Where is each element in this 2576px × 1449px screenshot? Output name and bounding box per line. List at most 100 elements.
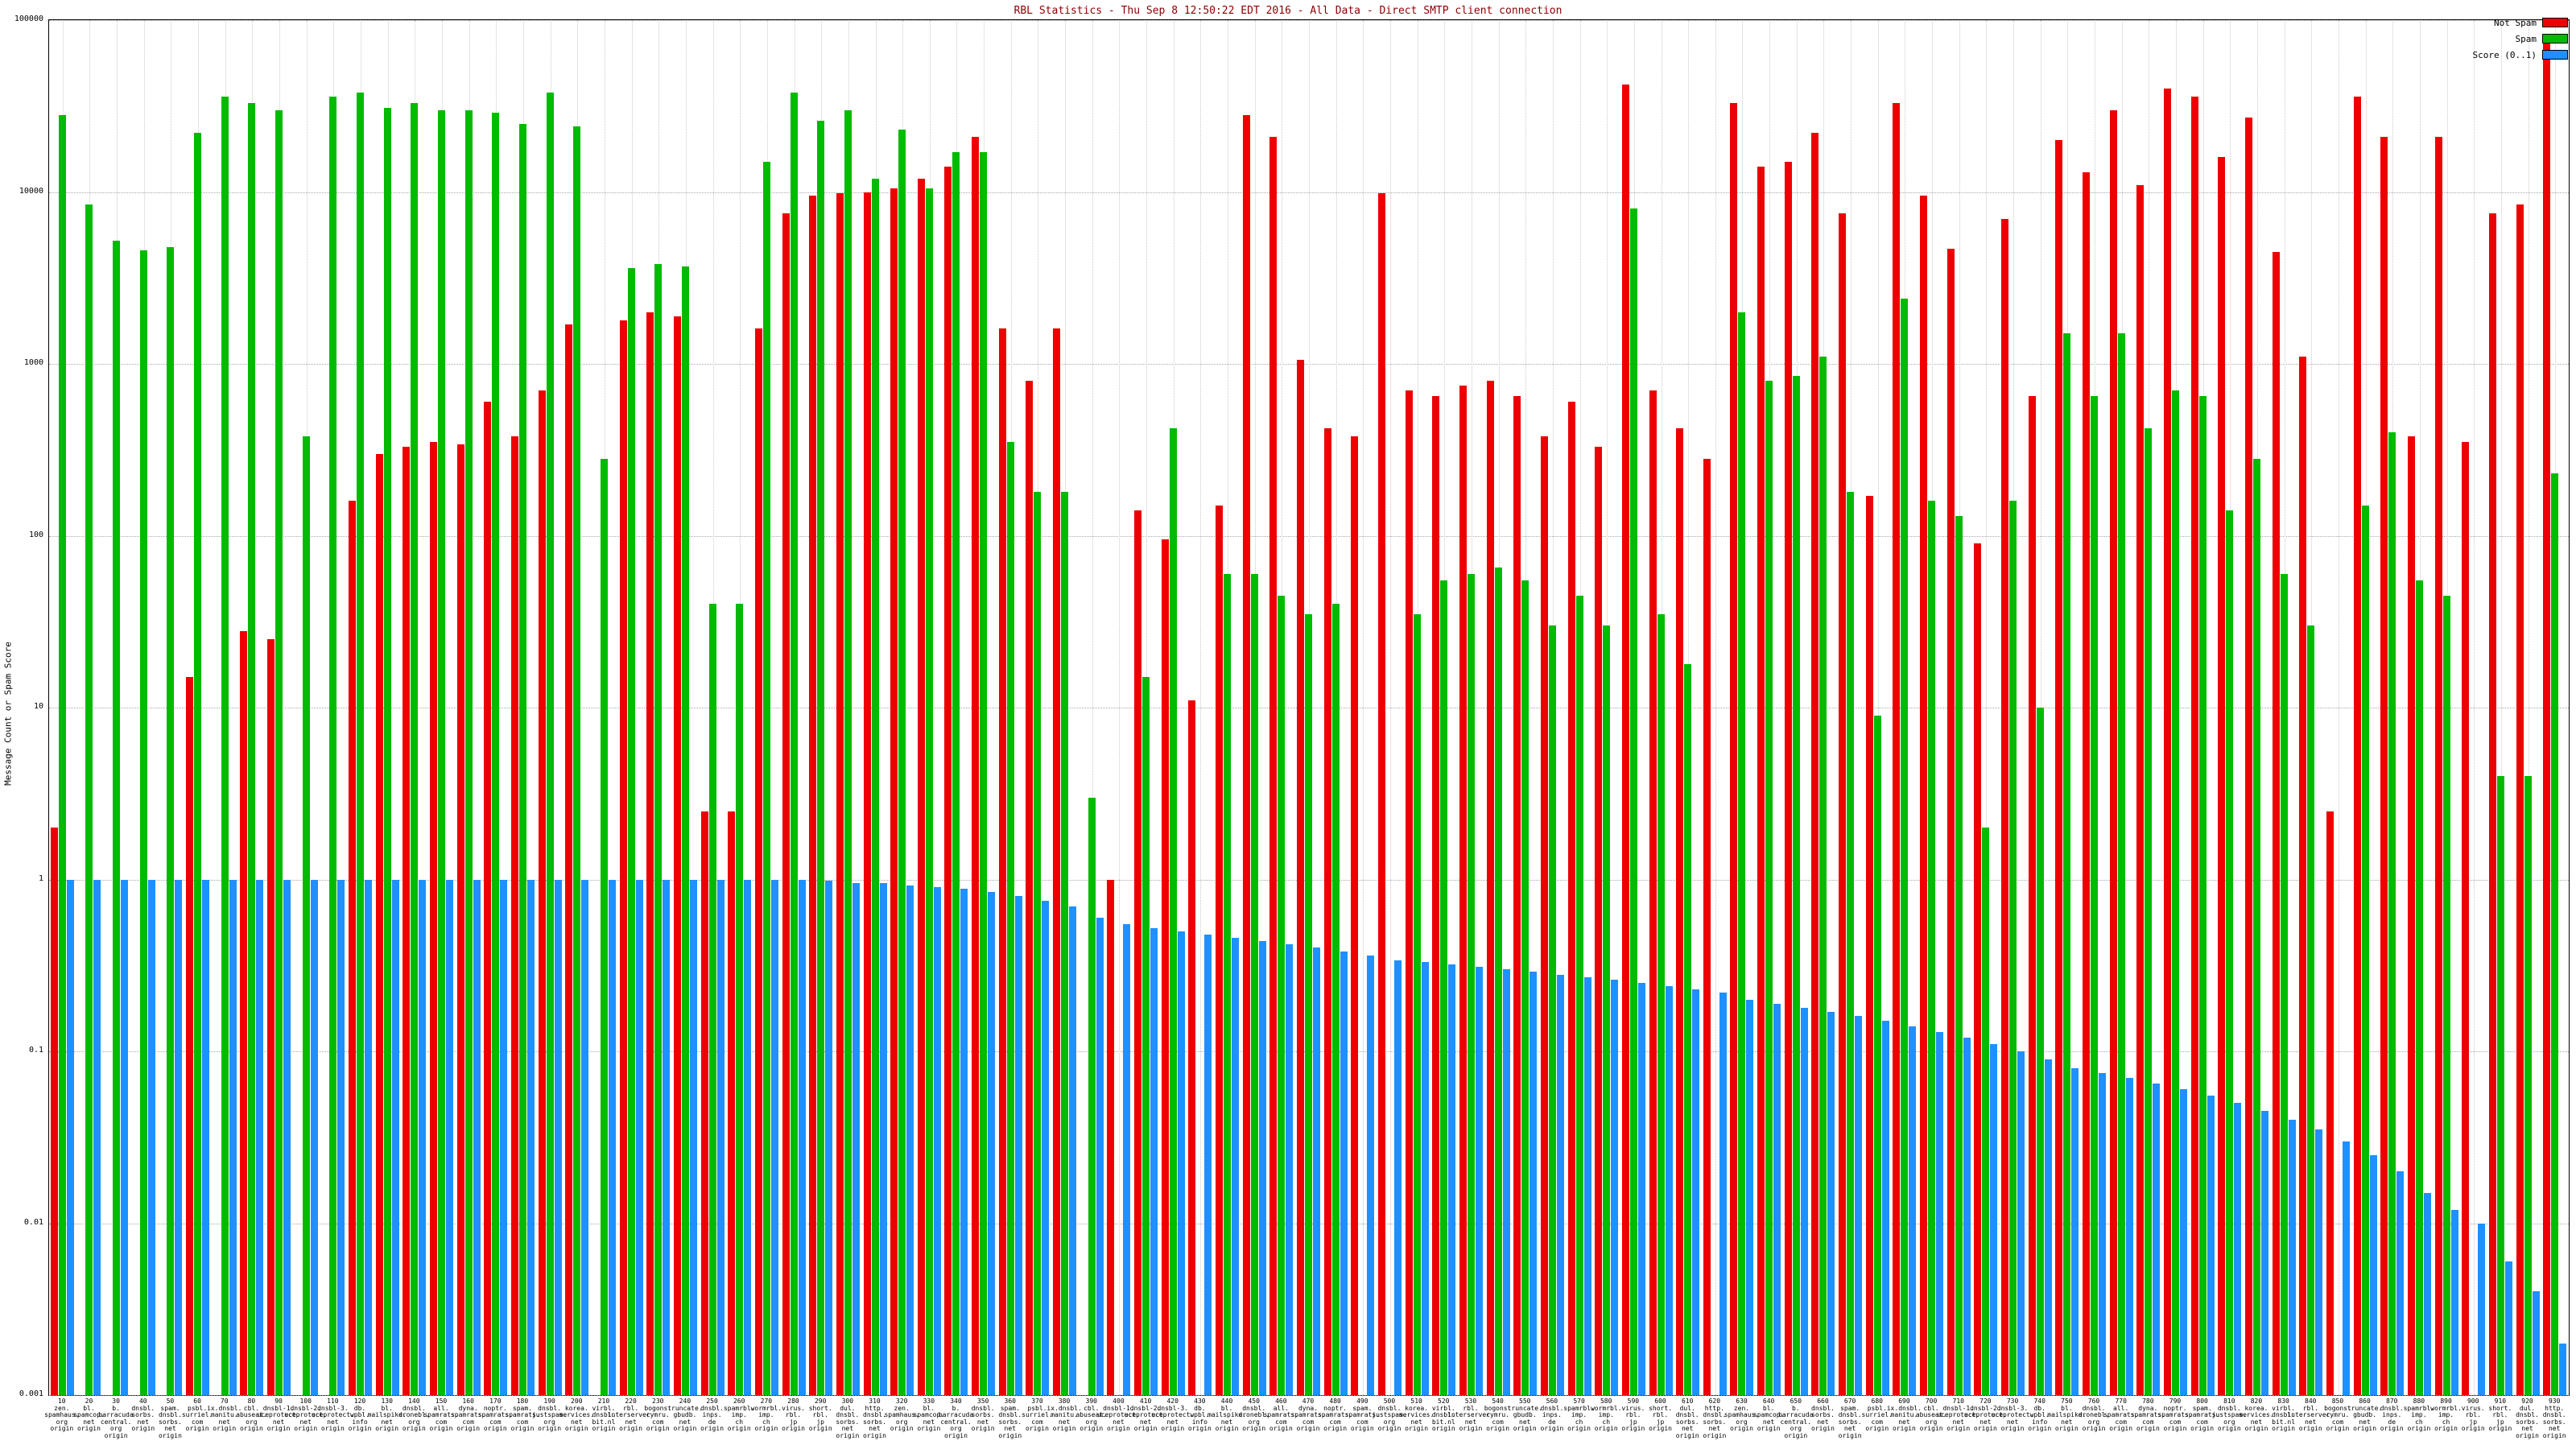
bar-not-spam	[1216, 505, 1224, 1395]
bar-not-spam	[2109, 109, 2117, 1395]
bar-spam	[1657, 613, 1665, 1395]
bar-spam	[1521, 580, 1530, 1395]
legend-label: Spam	[2515, 33, 2537, 44]
bar-score	[2315, 1129, 2323, 1395]
bar-not-spam	[1974, 543, 1982, 1395]
y-tick-label: 10	[33, 702, 43, 711]
bar-not-spam	[2299, 357, 2307, 1395]
bar-not-spam	[863, 192, 871, 1395]
bar-not-spam	[1946, 248, 1955, 1395]
x-tick-label: 260 spamrbl. imp. ch origin	[723, 1397, 755, 1432]
bar-score	[310, 879, 318, 1395]
bar-score	[1855, 1016, 1863, 1395]
bar-score	[1042, 901, 1050, 1395]
bar-not-spam	[1540, 436, 1548, 1395]
bar-spam	[1738, 312, 1746, 1395]
x-tick-label: 50 spam. dnsbl. sorbs. net origin	[158, 1397, 182, 1439]
bar-not-spam	[1459, 385, 1467, 1395]
not-spam-swatch-icon	[2542, 18, 2568, 27]
bar-spam	[925, 188, 933, 1395]
bar-not-spam	[1621, 85, 1629, 1395]
x-tick-label: 850 bogons. cymru. com origin	[2324, 1397, 2351, 1432]
bar-not-spam	[2353, 96, 2361, 1395]
bar-spam	[85, 204, 93, 1395]
x-tick-label: 430 db. wpbl. info origin	[1187, 1397, 1212, 1432]
bar-spam	[790, 92, 798, 1395]
bar-spam	[1982, 828, 1990, 1395]
gridline-v	[1119, 20, 1121, 1395]
bar-spam	[58, 115, 66, 1395]
bar-spam	[2496, 775, 2504, 1395]
plot-area	[48, 19, 2570, 1396]
bar-spam	[2442, 595, 2450, 1395]
bar-score	[365, 879, 373, 1395]
gridline-v	[1092, 20, 1093, 1395]
x-tick-label: 520 virbl. dnsbl. bit.nl origin	[1431, 1397, 1455, 1432]
bar-score	[1421, 962, 1429, 1395]
bar-not-spam	[809, 196, 817, 1395]
bar-spam	[1792, 376, 1800, 1395]
bar-score	[2478, 1223, 2486, 1395]
x-tick-label: 130 bl. mailspike. net origin	[367, 1397, 407, 1432]
bar-not-spam	[1432, 395, 1440, 1395]
bar-not-spam	[1107, 879, 1115, 1395]
bar-score	[933, 887, 941, 1395]
x-tick-label: 690 ix.dnsbl. manitu. net origin	[1886, 1397, 1922, 1432]
bar-spam	[1142, 677, 1150, 1395]
x-tick-label: 750 bl. mailspike. net origin	[2047, 1397, 2087, 1432]
bar-spam	[167, 246, 175, 1395]
bar-score	[66, 879, 74, 1395]
bar-score	[1800, 1007, 1808, 1395]
x-tick-label: 760 dnsbl. dronebl. org origin	[2078, 1397, 2110, 1432]
bar-not-spam	[2462, 442, 2470, 1395]
bar-spam	[1629, 208, 1637, 1395]
gridline-h	[49, 1395, 2569, 1396]
bar-not-spam	[1134, 510, 1142, 1395]
bar-not-spam	[1839, 213, 1847, 1395]
bar-not-spam	[1920, 196, 1928, 1395]
x-tick-label: 80 cbl. abuseat. org origin	[236, 1397, 267, 1432]
bar-spam	[1006, 442, 1014, 1395]
bar-spam	[2388, 431, 2396, 1395]
bar-score	[419, 879, 427, 1395]
x-tick-label: 380 ix.dnsbl. manitu. net origin	[1046, 1397, 1082, 1432]
bar-score	[2288, 1119, 2296, 1395]
bar-spam	[1088, 797, 1096, 1395]
bar-score	[1963, 1038, 1971, 1395]
bar-score	[202, 879, 210, 1395]
bar-score	[1719, 992, 1727, 1395]
bar-spam	[139, 250, 147, 1395]
bar-score	[1556, 974, 1564, 1395]
spam-swatch-icon	[2542, 34, 2568, 43]
y-tick-label: 10000	[19, 186, 43, 196]
bar-score	[2504, 1261, 2512, 1395]
bar-not-spam	[1730, 102, 1738, 1395]
x-tick-label: 370 psbl. surriel. com origin	[1022, 1397, 1053, 1432]
x-tick-label: 200 korea. services. net origin	[559, 1397, 594, 1432]
bar-not-spam	[2001, 218, 2009, 1395]
x-tick-label: 900 virus. rbl. jp origin	[2461, 1397, 2485, 1432]
bar-not-spam	[728, 811, 736, 1395]
bar-score	[1530, 972, 1538, 1395]
bar-spam	[654, 264, 663, 1395]
bar-not-spam	[1026, 380, 1034, 1395]
x-tick-label: 330 bl. spamcop. net origin	[913, 1397, 945, 1432]
bar-not-spam	[2028, 395, 2036, 1395]
x-tick-label: 340 b. barracuda central. org origin	[938, 1397, 974, 1439]
bar-spam	[2063, 333, 2071, 1395]
bar-spam	[2171, 390, 2179, 1395]
bar-score	[2179, 1089, 2187, 1395]
bar-score	[2532, 1291, 2540, 1395]
x-tick-label: 70 ix.dnsbl. manitu. net origin	[207, 1397, 242, 1432]
x-tick-label: 510 korea. services. net origin	[1398, 1397, 1435, 1432]
x-tick-label: 880 spamrbl. imp. ch origin	[2403, 1397, 2435, 1432]
bar-score	[473, 879, 481, 1395]
bar-not-spam	[1323, 428, 1331, 1395]
y-axis-label: Message Count or Spam Score	[2, 642, 14, 786]
x-tick-label: 390 cbl. abuseat. org origin	[1075, 1397, 1108, 1432]
x-tick-label: 40 dnsbl. sorbs. net origin	[131, 1397, 155, 1432]
bar-spam	[2361, 505, 2369, 1395]
bar-spam	[1494, 568, 1502, 1395]
bar-score	[1827, 1011, 1835, 1395]
bar-score	[2369, 1154, 2377, 1395]
